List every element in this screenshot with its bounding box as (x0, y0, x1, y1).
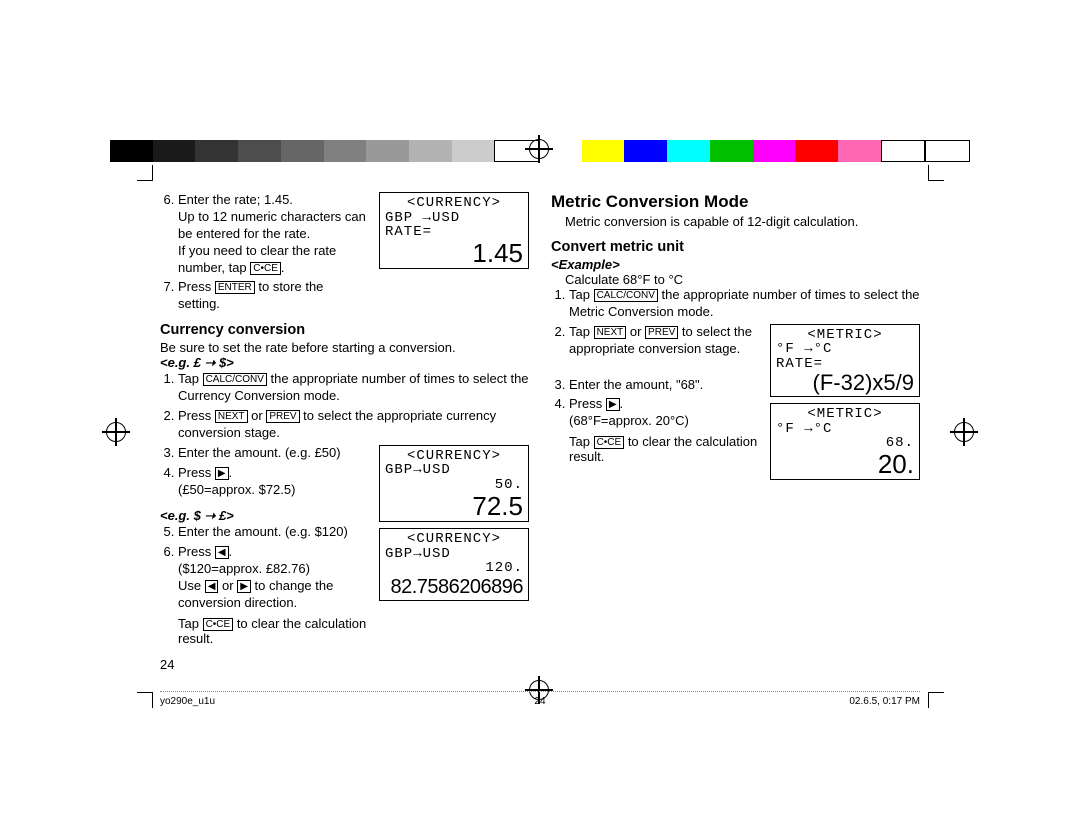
key-cce: C•CE (250, 262, 281, 275)
lcd-value: 72.5 (385, 493, 523, 519)
lcd-value: 82.7586206896 (385, 576, 523, 598)
lcd-line: <CURRENCY> (385, 196, 523, 211)
lcd-currency-result-2: <CURRENCY> GBP→USD 120. 82.7586206896 (379, 528, 529, 601)
step-r4: Press ▶. (68°F=approx. 20°C) (569, 396, 758, 430)
text: Enter the amount. (e.g. $120) (178, 524, 348, 539)
text: Tap C•CE to clear the calculation result… (178, 616, 367, 646)
lcd-currency-result-1: <CURRENCY> GBP→USD 50. 72.5 (379, 445, 529, 522)
key-right: ▶ (237, 580, 251, 593)
step-3: Enter the amount. (e.g. £50) (178, 445, 367, 462)
key-calcconv: CALC/CONV (203, 373, 267, 386)
example-label: <Example> (551, 257, 920, 272)
registration-mark (525, 135, 553, 163)
footer-file: yo290e_u1u (160, 696, 413, 707)
key-cce: C•CE (594, 436, 625, 449)
lcd-line: <METRIC> (776, 407, 914, 422)
key-calcconv: CALC/CONV (594, 289, 658, 302)
text: Tap (569, 434, 594, 449)
text: (£50=approx. $72.5) (178, 482, 295, 497)
text: Tap (178, 616, 203, 631)
heading-convert-metric: Convert metric unit (551, 239, 920, 255)
text: or (248, 408, 267, 423)
registration-mark (102, 418, 130, 446)
step-6b: Press ◀. ($120=approx. £82.76) Use ◀ or … (178, 544, 367, 612)
text: . (620, 396, 624, 411)
lcd-line: GBP →USD (385, 211, 523, 226)
text: or (218, 578, 237, 593)
lcd-metric-rate: <METRIC> °F →°C RATE= (F-32)x5/9 (770, 324, 920, 397)
text: Enter the amount. (e.g. £50) (178, 445, 341, 460)
text: (68°F=approx. 20°C) (569, 413, 689, 428)
registration-mark (950, 418, 978, 446)
text: Enter the rate; 1.45. (178, 192, 293, 207)
key-enter: ENTER (215, 281, 255, 294)
example-label: <e.g. £ ➝ $> (160, 355, 529, 371)
text: Press (178, 408, 215, 423)
text: Up to 12 numeric characters can be enter… (178, 209, 366, 241)
step-5: Enter the amount. (e.g. $120) (178, 524, 367, 541)
key-left: ◀ (215, 546, 229, 559)
footer-page: 24 (413, 696, 666, 707)
lcd-line: <CURRENCY> (385, 532, 523, 547)
text: Press (178, 279, 215, 294)
step-r1: Tap CALC/CONV the appropriate number of … (569, 287, 920, 321)
text: Be sure to set the rate before starting … (160, 340, 529, 355)
lcd-line: GBP→USD (385, 463, 523, 478)
lcd-metric-result: <METRIC> °F →°C 68. 20. (770, 403, 920, 480)
heading-metric-mode: Metric Conversion Mode (551, 192, 920, 212)
page-content: Enter the rate; 1.45. Up to 12 numeric c… (160, 192, 920, 672)
text: Press (178, 544, 215, 559)
text: Tap C•CE to clear the calculation result… (569, 434, 758, 464)
lcd-value: 20. (776, 451, 914, 477)
lcd-line: <METRIC> (776, 328, 914, 343)
text: Press (178, 465, 215, 480)
text: Enter the amount, "68". (569, 377, 703, 392)
text: or (626, 324, 645, 339)
lcd-line: 120. (385, 561, 523, 576)
lcd-value: (F-32)x5/9 (776, 372, 914, 394)
lcd-line: GBP→USD (385, 547, 523, 562)
key-right: ▶ (606, 398, 620, 411)
text: Tap (569, 287, 594, 302)
left-column: Enter the rate; 1.45. Up to 12 numeric c… (160, 192, 529, 672)
page-number: 24 (160, 657, 529, 672)
text: Calculate 68°F to °C (565, 272, 920, 287)
text: Metric conversion is capable of 12-digit… (565, 214, 920, 229)
text: Press (569, 396, 606, 411)
text: Use (178, 578, 205, 593)
text: Tap (178, 371, 203, 386)
example-label: <e.g. $ ➝ £> (160, 508, 367, 524)
step-4: Press ▶. (£50=approx. $72.5) (178, 465, 367, 499)
right-column: Metric Conversion Mode Metric conversion… (551, 192, 920, 672)
footer-line: yo290e_u1u 24 02.6.5, 0:17 PM (160, 691, 920, 707)
step-r3: Enter the amount, "68". (569, 377, 758, 394)
text: . (229, 544, 233, 559)
key-cce: C•CE (203, 618, 234, 631)
heading-currency-conversion: Currency conversion (160, 322, 529, 338)
text: . (281, 260, 285, 275)
lcd-line: <CURRENCY> (385, 449, 523, 464)
text: . (229, 465, 233, 480)
footer-date: 02.6.5, 0:17 PM (667, 696, 920, 707)
step-2: Press NEXT or PREV to select the appropr… (178, 408, 529, 442)
key-left: ◀ (205, 580, 219, 593)
key-prev: PREV (266, 410, 299, 423)
lcd-line: °F →°C (776, 342, 914, 357)
step-r2: Tap NEXT or PREV to select the appropria… (569, 324, 758, 358)
text: ($120=approx. £82.76) (178, 561, 310, 576)
text: Tap (569, 324, 594, 339)
key-right: ▶ (215, 467, 229, 480)
key-next: NEXT (215, 410, 248, 423)
step-1: Tap CALC/CONV the appropriate number of … (178, 371, 529, 405)
step-7: Press ENTER to store the setting. (178, 279, 367, 313)
lcd-currency-rate: <CURRENCY> GBP →USD RATE= 1.45 (379, 192, 529, 269)
lcd-line: °F →°C (776, 422, 914, 437)
key-next: NEXT (594, 326, 627, 339)
step-6: Enter the rate; 1.45. Up to 12 numeric c… (178, 192, 367, 276)
lcd-value: 1.45 (385, 240, 523, 266)
key-prev: PREV (645, 326, 678, 339)
